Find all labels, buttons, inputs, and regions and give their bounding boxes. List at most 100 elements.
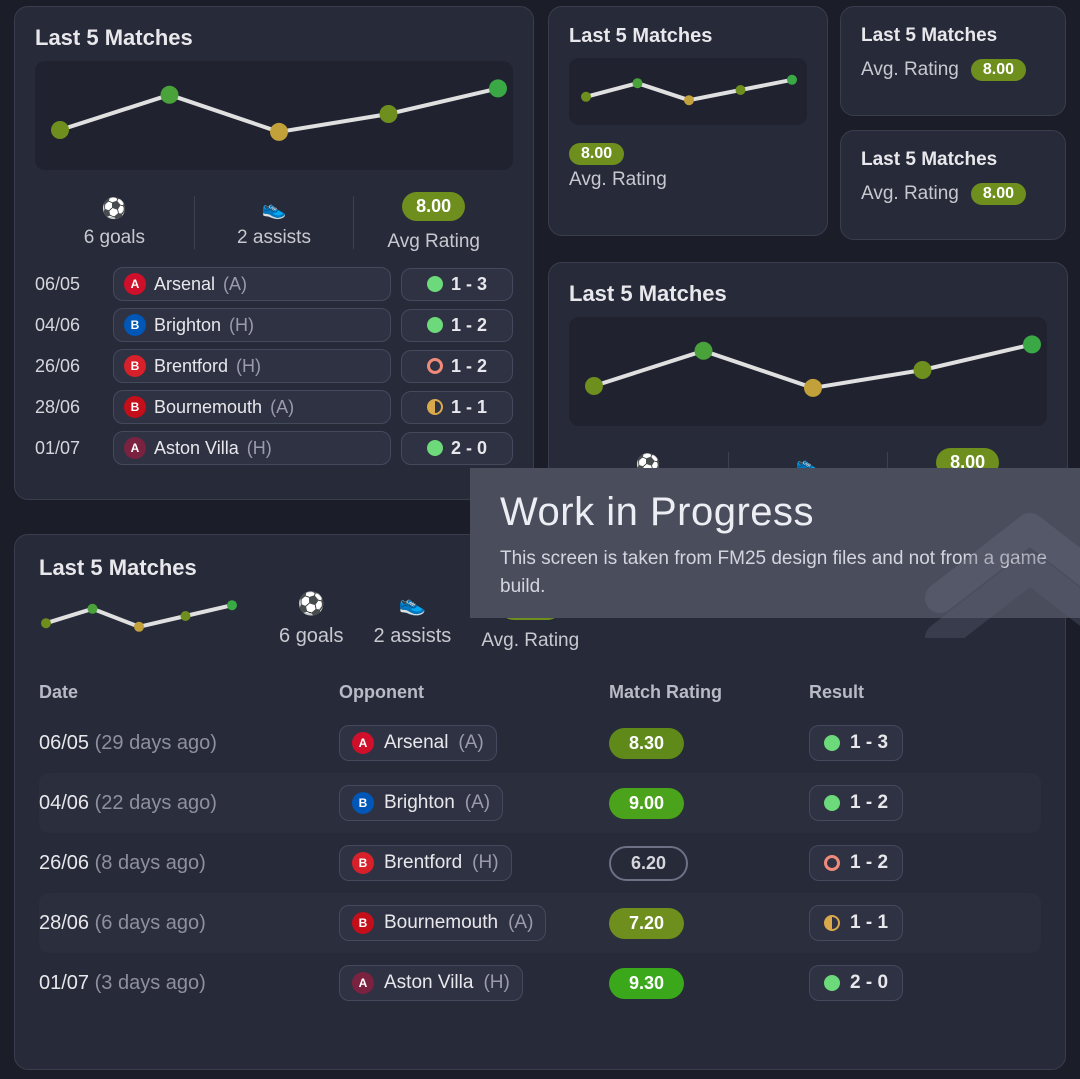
work-in-progress-overlay: Work in Progress This screen is taken fr…	[470, 468, 1080, 618]
assists-stat: 👟 2 assists	[374, 591, 452, 648]
table-row[interactable]: 01/07 (3 days ago) A Aston Villa (H) 9.3…	[39, 953, 1041, 1013]
match-date: 04/06	[35, 315, 103, 336]
result-pill[interactable]: 1 - 2	[401, 350, 513, 383]
goals-stat: ⚽ 6 goals	[45, 196, 184, 249]
opponent-pill[interactable]: B Bournemouth (A)	[113, 390, 391, 424]
cell-rating: 8.30	[609, 728, 809, 759]
opponent-pill[interactable]: A Arsenal (A)	[113, 267, 391, 301]
result-pill[interactable]: 1 - 2	[401, 309, 513, 342]
score: 1 - 3	[451, 274, 487, 295]
cell-rating: 6.20	[609, 846, 809, 881]
match-date: 06/05	[35, 274, 103, 295]
rating-pill: 7.20	[609, 908, 684, 939]
rating-pill: 8.00	[402, 192, 465, 221]
sparkline-chart	[583, 327, 1043, 413]
opponent-pill[interactable]: B Brighton (H)	[113, 308, 391, 342]
result-pill[interactable]: 1 - 3	[809, 725, 903, 761]
table-row[interactable]: 26/06 (8 days ago) B Brentford (H) 6.20 …	[39, 833, 1041, 893]
opponent-pill[interactable]: B Brentford (H)	[339, 845, 512, 881]
cell-rating: 9.30	[609, 968, 809, 999]
boot-icon: 👟	[399, 591, 426, 617]
sparkline-container	[39, 591, 249, 646]
home-away: (H)	[236, 356, 261, 377]
opponent-pill[interactable]: B Bournemouth (A)	[339, 905, 546, 941]
result-pill[interactable]: 1 - 3	[401, 268, 513, 301]
result-win-icon	[427, 276, 443, 292]
table-row[interactable]: 04/06 (22 days ago) B Brighton (A) 9.00 …	[39, 773, 1041, 833]
club-badge-icon: A	[124, 437, 146, 459]
cell-date: 28/06 (6 days ago)	[39, 912, 339, 935]
col-rating: Match Rating	[609, 682, 809, 703]
match-row[interactable]: 01/07 A Aston Villa (H) 2 - 0	[35, 431, 513, 465]
cell-rating: 9.00	[609, 788, 809, 819]
avg-rating-row: Avg. Rating 8.00	[861, 183, 1045, 205]
opponent-pill[interactable]: A Aston Villa (H)	[339, 965, 523, 1001]
avg-rating-stat: 8.00 Avg Rating	[364, 192, 503, 253]
result-pill[interactable]: 2 - 0	[809, 965, 903, 1001]
cell-result: 1 - 1	[809, 905, 1009, 941]
match-row[interactable]: 28/06 B Bournemouth (A) 1 - 1	[35, 390, 513, 424]
table-row[interactable]: 28/06 (6 days ago) B Bournemouth (A) 7.2…	[39, 893, 1041, 953]
result-loss-icon	[824, 855, 840, 871]
opponent-name: Arsenal	[384, 732, 448, 754]
home-away: (H)	[483, 972, 509, 994]
last5-card-medium: Last 5 Matches 8.00 Avg. Rating	[548, 6, 828, 236]
opponent-pill[interactable]: A Arsenal (A)	[339, 725, 497, 761]
col-date: Date	[39, 682, 339, 703]
card-title: Last 5 Matches	[35, 25, 513, 51]
home-away: (H)	[247, 438, 272, 459]
cell-opponent: B Brighton (A)	[339, 785, 609, 821]
result-pill[interactable]: 1 - 1	[809, 905, 903, 941]
club-badge-icon: B	[352, 912, 374, 934]
match-date: 26/06	[35, 356, 103, 377]
sparkline-container	[35, 61, 513, 170]
match-row[interactable]: 04/06 B Brighton (H) 1 - 2	[35, 308, 513, 342]
last5-card-tiny: Last 5 Matches Avg. Rating 8.00	[840, 130, 1066, 240]
club-badge-icon: A	[352, 972, 374, 994]
sparkline-chart	[39, 591, 239, 641]
card-title: Last 5 Matches	[861, 149, 1045, 171]
rating-pill: 8.00	[569, 143, 624, 165]
result-pill[interactable]: 1 - 2	[809, 845, 903, 881]
result-pill[interactable]: 1 - 1	[401, 391, 513, 424]
goals-stat: ⚽ 6 goals	[279, 591, 344, 648]
opponent-name: Brighton	[384, 792, 455, 814]
cell-result: 1 - 2	[809, 785, 1009, 821]
rating-pill: 9.00	[609, 788, 684, 819]
club-badge-icon: B	[352, 852, 374, 874]
result-pill[interactable]: 2 - 0	[401, 432, 513, 465]
score: 1 - 2	[850, 792, 888, 814]
cell-result: 1 - 2	[809, 845, 1009, 881]
card-title: Last 5 Matches	[569, 25, 807, 48]
table-row[interactable]: 06/05 (29 days ago) A Arsenal (A) 8.30 1…	[39, 713, 1041, 773]
divider	[194, 196, 195, 249]
avg-rating-block: 8.00 Avg. Rating	[569, 143, 807, 191]
home-away: (A)	[270, 397, 294, 418]
home-away: (H)	[229, 315, 254, 336]
result-pill[interactable]: 1 - 2	[809, 785, 903, 821]
opponent-pill[interactable]: A Aston Villa (H)	[113, 431, 391, 465]
opponent-pill[interactable]: B Brighton (A)	[339, 785, 503, 821]
opponent-name: Brentford	[154, 356, 228, 377]
avg-rating-row: Avg. Rating 8.00	[861, 59, 1045, 81]
club-badge-icon: B	[124, 314, 146, 336]
opponent-name: Bournemouth	[384, 912, 498, 934]
cell-date: 04/06 (22 days ago)	[39, 792, 339, 815]
sparkline-container	[569, 58, 807, 125]
opponent-pill[interactable]: B Brentford (H)	[113, 349, 391, 383]
cell-opponent: A Aston Villa (H)	[339, 965, 609, 1001]
match-row[interactable]: 06/05 A Arsenal (A) 1 - 3	[35, 267, 513, 301]
card-title: Last 5 Matches	[569, 281, 1047, 307]
rating-pill: 8.30	[609, 728, 684, 759]
sparkline-chart	[579, 66, 799, 114]
score: 1 - 1	[850, 912, 888, 934]
cell-date: 26/06 (8 days ago)	[39, 852, 339, 875]
result-win-icon	[427, 317, 443, 333]
rating-pill: 6.20	[609, 846, 688, 881]
match-row[interactable]: 26/06 B Brentford (H) 1 - 2	[35, 349, 513, 383]
table-header: Date Opponent Match Rating Result	[39, 674, 1041, 713]
home-away: (A)	[508, 912, 533, 934]
last5-card-tiny: Last 5 Matches Avg. Rating 8.00	[840, 6, 1066, 116]
score: 1 - 3	[850, 732, 888, 754]
rating-pill: 8.00	[971, 59, 1026, 81]
